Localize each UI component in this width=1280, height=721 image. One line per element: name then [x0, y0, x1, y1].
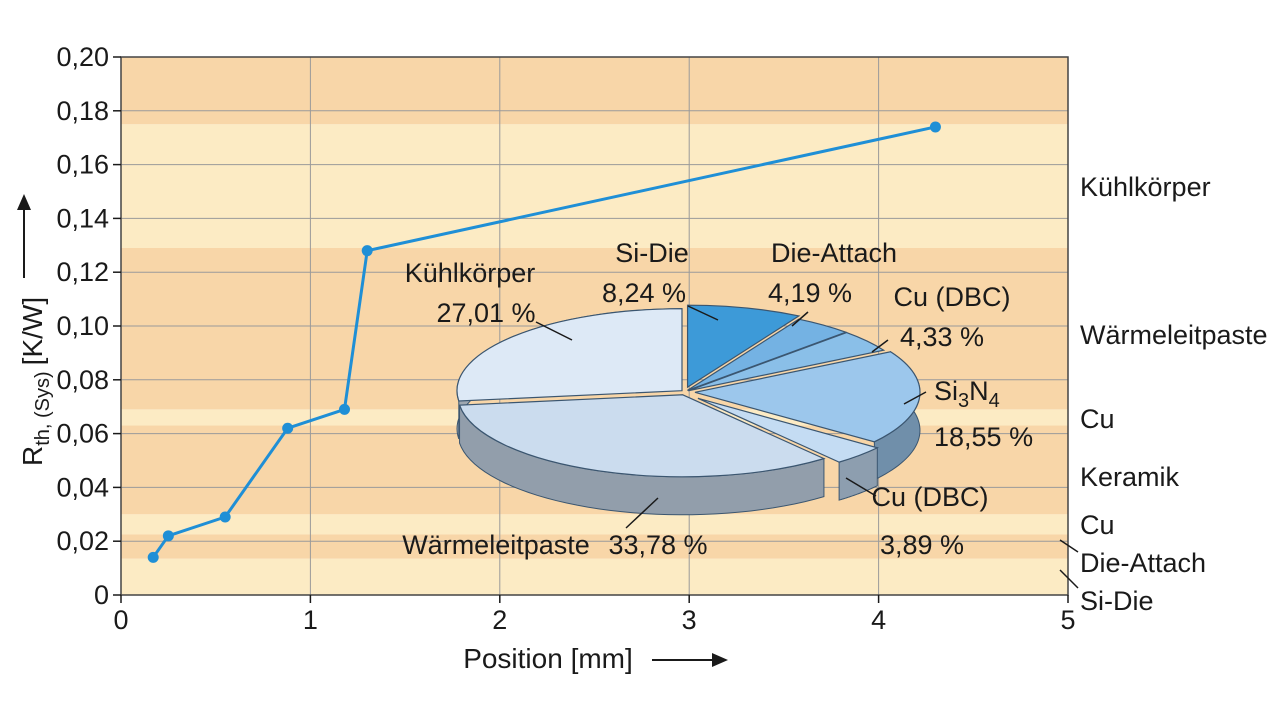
y-tick-label-10: 0,20: [56, 42, 109, 72]
y-axis-label-subscript: th, (Sys): [32, 371, 54, 445]
y-tick-label-2: 0,04: [56, 472, 109, 502]
data-point-2: [219, 511, 231, 523]
pie-chart: [456, 304, 921, 516]
y-axis-arrow: [17, 194, 31, 278]
leader-waermeleitpaste: [625, 497, 659, 529]
y-tick-label-5: 0,10: [56, 311, 109, 341]
x-tick-label-2: 2: [492, 605, 507, 635]
pie-label-cu-dbc-upper: Cu (DBC): [893, 282, 1010, 312]
leader-si3n4: [903, 391, 927, 405]
leader-si-die: [687, 305, 719, 321]
x-tick-label-4: 4: [871, 605, 886, 635]
x-tick-label-3: 3: [682, 605, 697, 635]
pie-slice-6: [456, 308, 683, 402]
pie-value-si3n4: 18,55 %: [934, 422, 1033, 452]
pie-label-si3n4: Si3N4: [934, 376, 1000, 412]
pie-label-si3n4-sub1: 3: [958, 390, 969, 412]
y-tick-label-6: 0,12: [56, 257, 109, 287]
pie-value-waermeleitpaste: 33,78 %: [608, 530, 707, 560]
y-tick-label-8: 0,16: [56, 150, 109, 180]
pie-label-kuehlkoerper: Kühlkörper: [405, 258, 536, 288]
data-point-1: [162, 530, 174, 542]
y-tick-label-7: 0,14: [56, 203, 109, 233]
pie-label-si-die: Si-Die: [615, 238, 689, 268]
layer-label-keramik: Keramik: [1080, 462, 1180, 492]
y-tick-label-0: 0: [94, 580, 109, 610]
data-point-3: [282, 422, 294, 434]
x-tick-label-0: 0: [113, 605, 128, 635]
pie-slice-0: [686, 304, 801, 389]
y-tick-label-1: 0,02: [56, 526, 109, 556]
layer-band-0: [121, 558, 1068, 595]
pie-slice-4: [697, 397, 880, 463]
pie-value-kuehlkoerper: 27,01 %: [436, 298, 535, 328]
pie-label-si3n4-n: N: [969, 376, 989, 406]
x-axis-label: Position [mm]: [463, 643, 633, 674]
layer-labels: Kühlkörper Wärmeleitpaste Cu Keramik Cu …: [1080, 172, 1268, 616]
data-point-0: [147, 551, 159, 563]
leader-cu-dbc-upper: [871, 339, 889, 353]
pie-slice-3: [694, 351, 921, 443]
pie-label-die-attach: Die-Attach: [771, 238, 897, 268]
layer-label-die-attach: Die-Attach: [1080, 548, 1206, 578]
data-point-5: [361, 245, 373, 257]
layer-band-2: [121, 514, 1068, 535]
pie-label-si3n4-si: Si: [934, 376, 958, 406]
leader-cu-dbc-lower: [845, 477, 877, 497]
pie-label-waermeleitpaste: Wärmeleitpaste: [402, 530, 590, 560]
y-axis-label: Rth, (Sys) [K/W]: [17, 297, 54, 466]
layer-band-6: [121, 124, 1068, 248]
y-tick-label-4: 0,08: [56, 365, 109, 395]
layer-label-kuehlkoerper: Kühlkörper: [1080, 172, 1211, 202]
x-tick-label-5: 5: [1060, 605, 1075, 635]
pie-leader-lines: [535, 305, 927, 529]
pie-value-si-die: 8,24 %: [602, 278, 686, 308]
pie-slice-5: [458, 394, 826, 478]
pie-labels: Si-Die 8,24 % Die-Attach 4,19 % Cu (DBC)…: [402, 238, 1033, 560]
x-axis-arrow: [652, 653, 728, 667]
pie-value-die-attach: 4,19 %: [768, 278, 852, 308]
pie-slice-2: [687, 331, 886, 392]
layer-label-connectors: [1059, 539, 1079, 589]
pie-value-cu-dbc-upper: 4,33 %: [900, 322, 984, 352]
pie-label-cu-dbc-lower: Cu (DBC): [871, 482, 988, 512]
axes: 0 0,02 0,04 0,06 0,08 0,10 0,12 0,14 0,16 0,18 0,2…: [56, 42, 1075, 635]
leader-die-attach: [791, 311, 809, 327]
pie-value-cu-dbc-lower: 3,89 %: [880, 530, 964, 560]
y-axis-label-main: R: [17, 446, 48, 466]
pie-label-si3n4-sub2: 4: [989, 390, 1000, 412]
y-tick-label-3: 0,06: [56, 419, 109, 449]
y-tick-label-9: 0,18: [56, 96, 109, 126]
data-point-6: [929, 121, 941, 133]
layer-label-si-die: Si-Die: [1080, 586, 1154, 616]
layer-label-waermeleitpaste: Wärmeleitpaste: [1080, 320, 1268, 350]
y-axis-label-unit: [K/W]: [17, 297, 48, 365]
layer-band-7: [121, 57, 1068, 125]
connector-si-die: [1059, 569, 1079, 589]
layer-label-cu-upper: Cu: [1080, 404, 1115, 434]
data-point-4: [338, 403, 350, 415]
layer-label-cu-lower: Cu: [1080, 510, 1115, 540]
x-tick-label-1: 1: [303, 605, 318, 635]
leader-kuehlkoerper: [535, 321, 573, 341]
connector-die-attach: [1059, 539, 1079, 553]
line-series: [147, 121, 941, 563]
layer-band-1: [121, 534, 1068, 559]
